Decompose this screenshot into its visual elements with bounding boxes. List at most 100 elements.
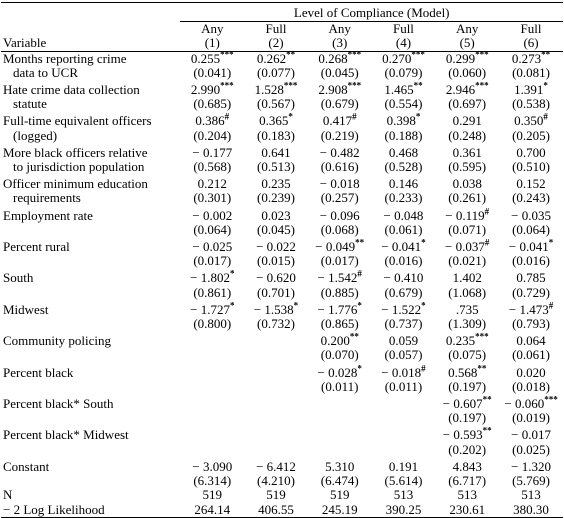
std-error: (0.595) — [448, 159, 487, 175]
std-error — [308, 411, 372, 425]
coefficient: − 0.177 — [192, 144, 233, 160]
significance: ** — [482, 394, 492, 405]
coef-row: Officer minimum education 0.212 0.235 − 0.0… — [1, 174, 563, 191]
coef-cell — [372, 425, 436, 442]
std-error: (0.538) — [512, 96, 550, 112]
variable-label: Months reporting crime — [3, 50, 127, 66]
table-header: Level of Compliance (Model) Any Full Any Fu… — [1, 2, 563, 52]
coefficient: − 1.542 — [317, 270, 358, 286]
coef-cell: − 0.049** — [308, 237, 372, 254]
significance: ** — [482, 426, 492, 437]
std-error — [308, 443, 372, 457]
coefficient: 1.528 — [254, 82, 284, 98]
significance: * — [357, 363, 362, 374]
std-error: (0.679) — [384, 284, 423, 300]
stat-value: 245.19 — [321, 501, 358, 517]
coef-cell: − 0.018# — [372, 363, 436, 380]
std-error: (0.016) — [384, 253, 423, 269]
column-type: Any — [455, 21, 479, 37]
std-error — [180, 348, 244, 362]
significance: *** — [475, 80, 489, 91]
column-type: Full — [520, 21, 542, 37]
significance: *** — [220, 49, 234, 60]
significance: # — [484, 237, 490, 248]
coef-cell: 1.465** — [372, 80, 436, 97]
coefficient: 0.386 — [195, 113, 225, 129]
coefficient: 0.200 — [320, 333, 350, 349]
coef-cell: 0.417# — [308, 111, 372, 128]
se-row: requirements (0.301) (0.239) (0.257) (0.233)… — [1, 191, 563, 205]
variable-label: Percent black* South — [3, 396, 114, 412]
coefficient: − 0.482 — [319, 144, 360, 160]
std-error: (0.197) — [448, 410, 487, 426]
variable-label-cont: data to UCR — [13, 64, 78, 80]
coef-cell: − 0.410 — [372, 268, 436, 285]
coefficient: − 1.727 — [190, 301, 230, 317]
std-error: (5.769) — [512, 473, 550, 489]
coef-cell: − 1.538* — [244, 300, 308, 317]
coef-cell: 0.023 — [244, 206, 308, 223]
blank — [1, 3, 180, 22]
significance: ** — [349, 331, 359, 342]
coef-cell: − 1.727* — [180, 300, 244, 317]
std-error: (0.248) — [448, 127, 487, 143]
coefficient: 0.568 — [448, 364, 478, 380]
stat-value: 406.55 — [258, 501, 294, 517]
std-error — [180, 443, 244, 457]
coefficient: − 1.522 — [381, 301, 422, 317]
coef-cell: − 0.017 — [499, 425, 563, 442]
coef-cell: − 1.473# — [499, 300, 563, 317]
coefficient: 0.417 — [322, 113, 353, 129]
coefficient: − 0.607 — [442, 396, 483, 412]
stat-value: 519 — [329, 487, 350, 503]
coefficient: − 0.593 — [442, 427, 483, 443]
coefficient: − 0.410 — [383, 270, 424, 286]
coefficient: 0.350 — [514, 113, 544, 129]
se-row: statute (0.685) (0.567) (0.679) (0.554) (0.69… — [1, 97, 563, 111]
std-error: (0.510) — [512, 159, 550, 175]
std-error: (0.793) — [512, 316, 550, 332]
coef-cell: − 0.041* — [499, 237, 563, 254]
variable-label: Officer minimum education — [3, 176, 148, 192]
coefficient: 0.273 — [511, 50, 542, 66]
coefficient: − 0.028 — [317, 364, 358, 380]
coef-cell: 0.785 — [499, 268, 563, 285]
coef-cell: − 1.542# — [308, 268, 372, 285]
coef-row: Employment rate − 0.002 0.023 − 0.096 − 0.04… — [1, 206, 563, 223]
std-error: (0.021) — [448, 253, 487, 269]
stat-value: 390.25 — [385, 501, 422, 517]
coefficient: 0.064 — [516, 333, 546, 349]
se-row: (0.011) (0.011) (0.197) (0.018) — [1, 378, 563, 394]
std-error: (0.732) — [257, 316, 295, 332]
stat-value: 513 — [521, 487, 541, 503]
significance: * — [229, 269, 235, 280]
std-error: (0.015) — [257, 253, 295, 269]
std-error: (0.188) — [384, 127, 423, 143]
coefficient: 1.402 — [452, 270, 482, 286]
coef-cell: − 1.522* — [372, 300, 436, 317]
coef-row: Community policing 0.200** 0.059 0.235*** 0.… — [1, 331, 563, 348]
variable-label: Employment rate — [3, 207, 93, 223]
std-error: (0.061) — [512, 347, 550, 363]
std-error: (0.011) — [384, 378, 423, 394]
coefficient: 2.946 — [445, 82, 476, 98]
std-error — [244, 411, 308, 425]
coef-cell — [308, 425, 372, 442]
stat-label: − 2 Log Likelihood — [3, 501, 105, 517]
coef-cell: 0.273** — [499, 50, 563, 66]
significance: *** — [544, 394, 558, 405]
coef-cell — [180, 394, 244, 411]
coef-cell: 1.402 — [435, 268, 499, 285]
significance: * — [288, 112, 293, 123]
coef-cell: 0.212 — [180, 174, 244, 191]
coef-cell: − 3.090 — [180, 457, 244, 474]
std-error: (0.016) — [512, 253, 550, 269]
coefficient: 0.020 — [516, 364, 546, 380]
coef-cell: − 6.412 — [244, 457, 308, 474]
std-error: (0.697) — [448, 96, 487, 112]
significance: # — [421, 363, 426, 374]
std-error — [244, 348, 308, 362]
coefficient: − 6.412 — [256, 458, 296, 474]
significance: # — [357, 269, 362, 280]
std-error: (0.616) — [320, 159, 359, 175]
